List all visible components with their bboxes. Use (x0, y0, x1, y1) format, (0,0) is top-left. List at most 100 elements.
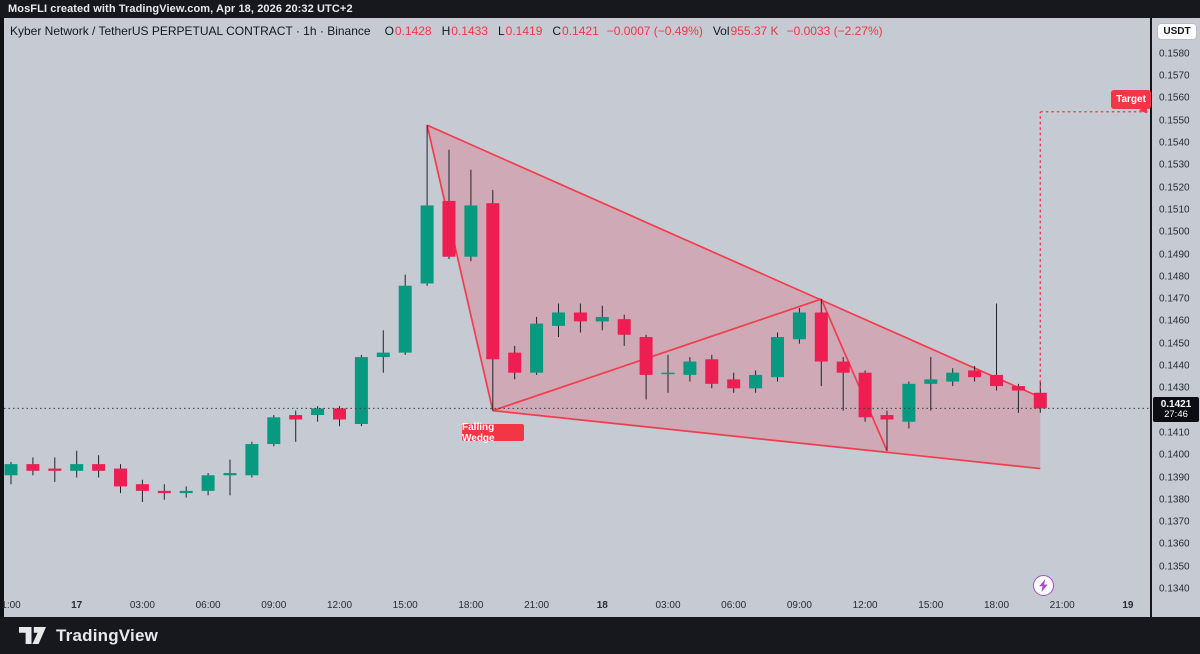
tradingview-logo: TradingView (19, 626, 158, 646)
candle-body (858, 372, 872, 418)
price-tick: 0.1580 (1159, 48, 1190, 60)
candle-body (880, 415, 894, 420)
falling-wedge-line-4[interactable] (820, 298, 888, 452)
time-tick: 19 (1122, 600, 1134, 611)
price-tick: 0.1560 (1159, 92, 1190, 104)
candle-body (639, 337, 653, 375)
time-tick: 09:00 (261, 600, 287, 611)
time-tick: 17 (71, 600, 83, 611)
candle-body (749, 374, 763, 389)
lightning-badge[interactable] (1033, 575, 1054, 596)
falling-wedge-label[interactable]: Falling Wedge (462, 422, 524, 444)
bar-countdown: 27:46 (1164, 409, 1188, 421)
candle-body (968, 370, 982, 378)
price-tick: 0.1500 (1159, 226, 1190, 238)
falling-wedge-line-0[interactable] (426, 124, 1041, 398)
low-value: 0.1419 (505, 24, 543, 38)
candlestick-chart[interactable] (0, 18, 1152, 617)
time-tick: 12:00 (852, 600, 878, 611)
symbol-title[interactable]: Kyber Network / TetherUS PERPETUAL CONTR… (10, 24, 371, 38)
candle-body (157, 490, 171, 494)
candle-body (836, 361, 850, 373)
current-price-value: 0.1421 (1160, 399, 1192, 411)
falling-wedge-line-1[interactable] (492, 409, 1041, 470)
candle-body (223, 473, 237, 476)
time-axis[interactable]: 1:00 17 03:00 06:00 09:00 12:00 15:00 18:00 21:0… (0, 596, 1152, 617)
time-tick: 12:00 (326, 600, 353, 611)
candle-body (902, 383, 916, 422)
volume-change-value: −0.0033 (−2.27%) (786, 24, 883, 38)
target-label[interactable]: Target (1111, 90, 1151, 109)
time-tick: 06:00 (721, 600, 747, 611)
symbol-header[interactable]: Kyber Network / TetherUS PERPETUAL CONTR… (10, 23, 883, 39)
lightning-icon (1039, 579, 1048, 592)
candle-body (683, 361, 697, 375)
volume-value: 955.37 K (730, 24, 779, 38)
candle-body (990, 374, 1003, 387)
time-tick: 1:00 (1, 600, 21, 611)
candle-body (267, 417, 281, 445)
candle-body (311, 408, 325, 416)
time-tick: 18:00 (983, 600, 1010, 611)
bottom-brand-bar: TradingView (0, 617, 1200, 654)
falling-wedge-fill[interactable] (427, 125, 1041, 469)
candle-body (354, 357, 368, 424)
time-tick: 15:00 (392, 600, 418, 611)
candle-body (376, 352, 390, 358)
candle-body (552, 312, 565, 326)
candle-body (705, 359, 719, 384)
candle-body (245, 444, 259, 476)
falling-wedge-line-3[interactable] (492, 298, 822, 412)
candle-body (946, 372, 960, 382)
volume-label: Vol (712, 24, 730, 38)
candle-body (48, 468, 62, 471)
price-tick: 0.1570 (1159, 70, 1190, 82)
close-value: 0.1421 (562, 24, 599, 38)
candle-body (420, 205, 434, 284)
current-price-badge: 0.1421 27:46 (1153, 397, 1199, 423)
price-tick: 0.1430 (1159, 382, 1190, 394)
price-axis-separator (1150, 18, 1152, 617)
price-tick: 0.1460 (1159, 315, 1190, 327)
price-axis[interactable]: USDT 0.1421 27:46 0.1580 0.1570 0.1560 0.15… (1152, 18, 1200, 617)
candle-body (792, 312, 806, 340)
top-watermark-bar: MosFLI created with TradingView.com, Apr… (0, 0, 1200, 18)
candle-body (442, 200, 456, 257)
candle-body (92, 464, 106, 471)
price-tick: 0.1540 (1159, 137, 1190, 149)
time-tick: 03:00 (655, 600, 681, 611)
price-tick: 0.1510 (1159, 204, 1190, 216)
candle-body (179, 490, 193, 494)
price-tick: 0.1400 (1159, 449, 1190, 461)
price-tick: 0.1360 (1159, 538, 1190, 550)
low-label: L (497, 24, 505, 38)
time-tick: 21:00 (524, 600, 550, 611)
candle-body (201, 475, 215, 491)
price-tick: 0.1440 (1159, 360, 1190, 372)
candle-body (1011, 386, 1025, 391)
watermark-text: MosFLI created with TradingView.com, Apr… (8, 3, 353, 15)
candle-body (508, 352, 522, 373)
currency-button[interactable]: USDT (1157, 23, 1197, 40)
candle-body (464, 205, 478, 257)
chart-left-edge (0, 18, 4, 617)
price-tick: 0.1390 (1159, 472, 1190, 483)
candle-body (595, 316, 609, 322)
candle-body (924, 379, 938, 384)
candle-body (289, 415, 303, 420)
tradingview-logo-icon (19, 626, 46, 644)
time-tick: 09:00 (786, 600, 812, 611)
price-tick: 0.1370 (1159, 516, 1190, 528)
falling-wedge-line-2[interactable] (426, 124, 494, 411)
high-value: 0.1433 (451, 24, 488, 38)
candle-body (135, 484, 149, 491)
price-tick: 0.1340 (1159, 583, 1190, 595)
candle-body (4, 464, 18, 476)
candle-body (398, 285, 412, 353)
price-tick: 0.1450 (1159, 338, 1190, 350)
change-value: −0.0007 (−0.49%) (606, 24, 703, 38)
candle-body (70, 464, 84, 471)
price-tick: 0.1410 (1159, 427, 1190, 439)
candle-body (573, 312, 587, 322)
